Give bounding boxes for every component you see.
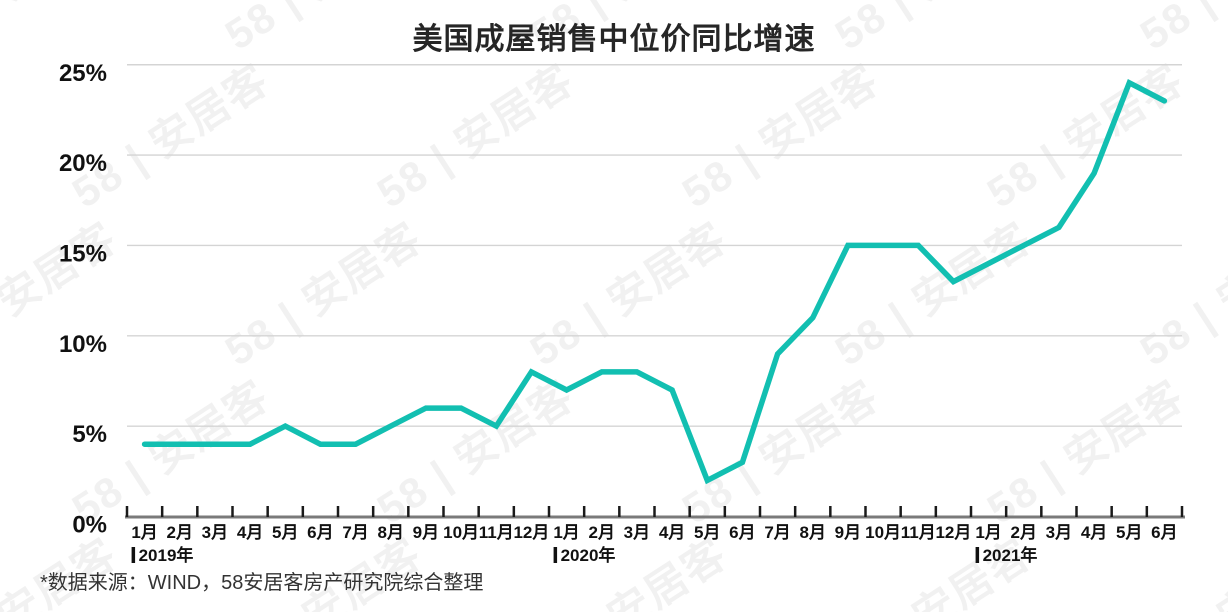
x-month-label: 8月 bbox=[378, 523, 404, 542]
price-growth-line bbox=[141, 78, 1168, 485]
x-month-label: 1月 bbox=[131, 523, 157, 542]
x-month-label: 1月 bbox=[553, 523, 579, 542]
x-month-label: 3月 bbox=[1046, 523, 1072, 542]
year-marker-bar bbox=[975, 547, 980, 563]
x-month-label: 9月 bbox=[835, 523, 861, 542]
y-tick-label: 5% bbox=[72, 421, 107, 448]
x-month-label: 6月 bbox=[729, 523, 755, 542]
x-month-label: 7月 bbox=[764, 523, 790, 542]
x-month-label: 2月 bbox=[589, 523, 615, 542]
chart-title: 美国成屋销售中位价同比增速 bbox=[412, 23, 816, 56]
x-month-label: 4月 bbox=[1081, 523, 1107, 542]
x-month-label: 11月 bbox=[901, 523, 936, 542]
year-marker-label: 2019年 bbox=[139, 545, 194, 565]
x-month-label: 10月 bbox=[443, 523, 479, 542]
x-month-label: 3月 bbox=[202, 523, 228, 542]
x-month-label: 10月 bbox=[865, 523, 901, 542]
x-month-label: 1月 bbox=[975, 523, 1001, 542]
x-month-label: 7月 bbox=[342, 523, 368, 542]
x-month-label: 5月 bbox=[272, 523, 298, 542]
x-month-label: 2月 bbox=[167, 523, 193, 542]
x-month-label: 12月 bbox=[513, 523, 549, 542]
x-month-label: 6月 bbox=[307, 523, 333, 542]
x-month-label: 6月 bbox=[1151, 523, 1177, 542]
x-month-label: 8月 bbox=[800, 523, 826, 542]
x-month-label: 5月 bbox=[1116, 523, 1142, 542]
y-tick-label: 0% bbox=[72, 512, 107, 539]
y-tick-label: 25% bbox=[59, 60, 107, 87]
x-month-label: 2月 bbox=[1011, 523, 1037, 542]
y-tick-label: 15% bbox=[59, 240, 107, 267]
x-month-label: 4月 bbox=[237, 523, 263, 542]
year-marker-bar bbox=[553, 547, 558, 563]
year-marker-label: 2020年 bbox=[561, 545, 616, 565]
x-month-label: 12月 bbox=[935, 523, 971, 542]
year-marker-label: 2021年 bbox=[983, 545, 1038, 565]
footnote: *数据来源：WIND，58安居客房产研究院综合整理 bbox=[40, 572, 484, 594]
x-month-label: 4月 bbox=[659, 523, 685, 542]
x-month-label: 3月 bbox=[624, 523, 650, 542]
y-tick-label: 10% bbox=[59, 331, 107, 358]
year-marker-bar bbox=[131, 547, 136, 563]
x-month-label: 5月 bbox=[694, 523, 720, 542]
y-tick-label: 20% bbox=[59, 150, 107, 177]
x-month-label: 11月 bbox=[479, 523, 514, 542]
x-month-label: 9月 bbox=[413, 523, 439, 542]
